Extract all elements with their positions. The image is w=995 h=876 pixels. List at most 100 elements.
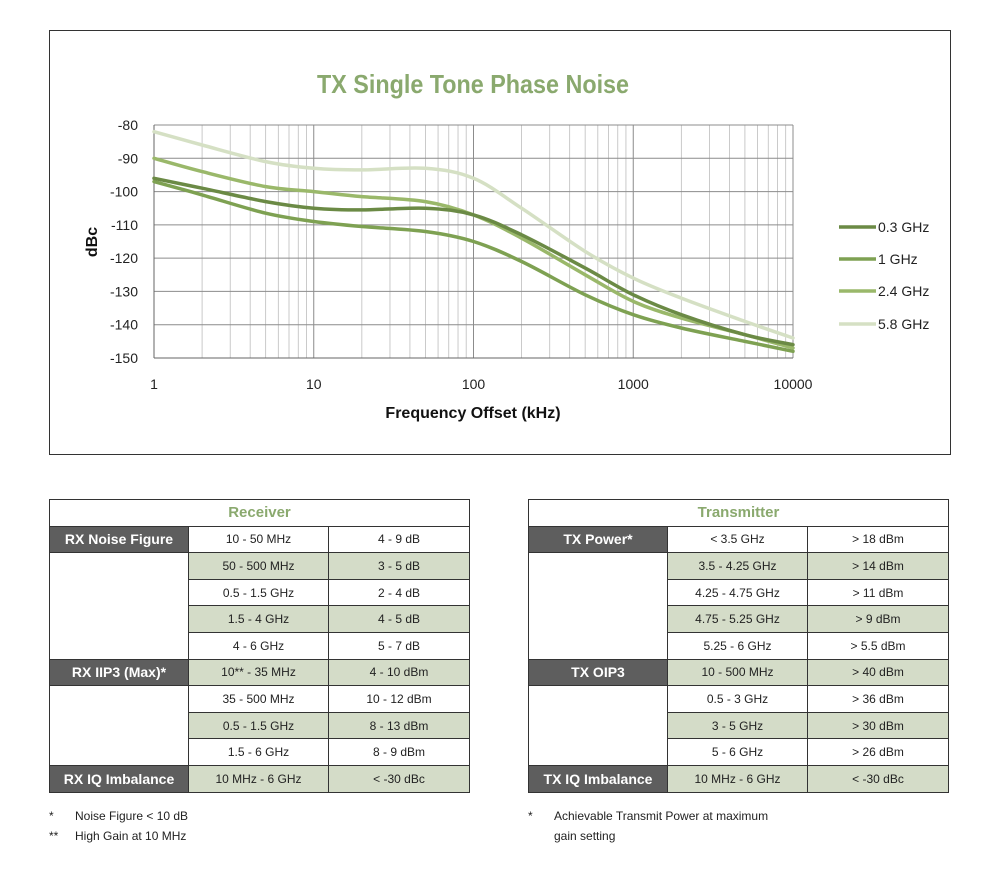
value-cell: 8 - 9 dBm — [328, 738, 470, 766]
value-cell: > 11 dBm — [806, 578, 950, 607]
value-cell: > 18 dBm — [806, 525, 950, 554]
table-row: TX OIP3 10 - 500 MHz > 40 dBm — [528, 658, 950, 687]
value-cell: > 40 dBm — [806, 658, 950, 687]
range-cell: 0.5 - 1.5 GHz — [188, 578, 329, 607]
value-cell: < -30 dBc — [328, 764, 470, 793]
row-group-label: RX IQ Imbalance — [49, 764, 189, 793]
range-cell: 10** - 35 MHz — [188, 658, 329, 687]
range-cell: 0.5 - 1.5 GHz — [188, 711, 329, 740]
value-cell: 4 - 10 dBm — [328, 658, 470, 687]
range-cell: 10 - 50 MHz — [188, 525, 329, 554]
phase-noise-chart: -80 -90 -100 -110 -120 -130 -140 -150 1 10 100 1000… — [84, 69, 929, 422]
x-tick-label: 1000 — [618, 376, 649, 392]
row-group-label: TX IQ Imbalance — [528, 764, 668, 793]
x-tick-label: 10 — [306, 376, 322, 392]
y-tick-label: -80 — [118, 117, 138, 133]
range-cell: 1.5 - 6 GHz — [188, 738, 329, 766]
value-cell: 3 - 5 dB — [328, 552, 470, 580]
legend-label: 2.4 GHz — [878, 283, 929, 299]
y-tick-label: -150 — [110, 350, 138, 366]
value-cell: > 36 dBm — [806, 685, 950, 713]
table-row: 3 - 5 GHz > 30 dBm — [529, 711, 950, 740]
receiver-footnotes: * Noise Figure < 10 dB ** High Gain at 10 … — [49, 806, 469, 846]
x-tick-label: 100 — [462, 376, 486, 392]
footnote: * Achievable Transmit Power at maximum g… — [528, 809, 769, 843]
value-cell: > 26 dBm — [806, 738, 950, 766]
table-row: 5.25 - 6 GHz > 5.5 dBm — [529, 631, 950, 660]
row-group-spacer — [49, 685, 189, 766]
series-line-5-8-ghz — [152, 129, 795, 340]
value-cell: 8 - 13 dBm — [328, 711, 470, 740]
legend-label: 1 GHz — [878, 251, 918, 267]
range-cell: 3.5 - 4.25 GHz — [667, 552, 808, 580]
table-row: 1.5 - 4 GHz 4 - 5 dB — [50, 605, 470, 633]
chart-title: TX Single Tone Phase Noise — [317, 69, 629, 99]
x-tick-label: 10000 — [774, 376, 813, 392]
range-cell: 3 - 5 GHz — [667, 711, 808, 740]
x-tick-label: 1 — [150, 376, 158, 392]
table-row: 35 - 500 MHz 10 - 12 dBm — [49, 685, 470, 766]
range-cell: 5 - 6 GHz — [667, 738, 808, 766]
row-group-label: RX Noise Figure — [49, 525, 189, 554]
chart-panel: -80 -90 -100 -110 -120 -130 -140 -150 1 10 100 1000… — [49, 30, 951, 455]
value-cell: 4 - 5 dB — [328, 605, 470, 633]
value-cell: > 5.5 dBm — [806, 631, 950, 660]
row-group-spacer — [528, 685, 668, 766]
transmitter-table: Transmitter TX Power* < 3.5 GHz > 18 dBm 3.5… — [527, 499, 950, 793]
table-row: 3.5 - 4.25 GHz > 14 dBm — [528, 552, 950, 660]
y-tick-label: -90 — [118, 150, 138, 166]
range-cell: 10 - 500 MHz — [667, 658, 808, 687]
series-line-0-3-ghz — [152, 176, 795, 347]
table-title: Transmitter — [527, 499, 950, 527]
y-tick-label: -120 — [110, 250, 138, 266]
footnote: ** High Gain at 10 MHz — [49, 829, 187, 843]
transmitter-footnotes: * Achievable Transmit Power at maximum g… — [528, 806, 798, 846]
value-cell: < -30 dBc — [806, 764, 950, 793]
range-cell: 10 MHz - 6 GHz — [188, 764, 329, 793]
value-cell: 4 - 9 dB — [328, 525, 470, 554]
range-cell: 5.25 - 6 GHz — [667, 631, 808, 660]
value-cell: > 9 dBm — [806, 605, 950, 633]
table-row: 50 - 500 MHz 3 - 5 dB — [49, 552, 470, 660]
row-group-label: TX OIP3 — [528, 658, 668, 687]
table-row: 0.5 - 1.5 GHz 8 - 13 dBm — [50, 711, 470, 740]
footnote: * Noise Figure < 10 dB — [49, 809, 189, 823]
range-cell: 1.5 - 4 GHz — [188, 605, 329, 633]
value-cell: > 30 dBm — [806, 711, 950, 740]
series-line-1-ghz — [152, 179, 795, 354]
range-cell: 10 MHz - 6 GHz — [667, 764, 808, 793]
row-group-label: RX IIP3 (Max)* — [49, 658, 189, 687]
legend-label: 0.3 GHz — [878, 219, 929, 235]
y-axis-label: dBc — [84, 227, 101, 257]
range-cell: 4 - 6 GHz — [188, 631, 329, 660]
range-cell: 4.75 - 5.25 GHz — [667, 605, 808, 633]
value-cell: 10 - 12 dBm — [328, 685, 470, 713]
y-tick-label: -140 — [110, 317, 138, 333]
table-row: 0.5 - 3 GHz > 36 dBm — [528, 685, 950, 766]
table-title: Receiver — [49, 499, 470, 527]
y-tick-label: -110 — [111, 217, 138, 233]
row-group-spacer — [528, 552, 668, 660]
table-row: RX IIP3 (Max)* 10** - 35 MHz 4 - 10 dBm — [49, 658, 470, 687]
table-row: 5 - 6 GHz > 26 dBm — [529, 738, 950, 766]
y-tick-label: -130 — [110, 283, 138, 299]
x-axis-label: Frequency Offset (kHz) — [385, 405, 560, 422]
table-row: 4.75 - 5.25 GHz > 9 dBm — [529, 605, 950, 633]
table-row: 1.5 - 6 GHz 8 - 9 dBm — [50, 738, 470, 766]
table-row: RX IQ Imbalance 10 MHz - 6 GHz < -30 dBc — [49, 764, 470, 793]
range-cell: 50 - 500 MHz — [188, 552, 329, 580]
table-row: 0.5 - 1.5 GHz 2 - 4 dB — [50, 578, 470, 607]
table-row: RX Noise Figure 10 - 50 MHz 4 - 9 dB — [49, 525, 470, 554]
table-row: TX Power* < 3.5 GHz > 18 dBm — [528, 525, 950, 554]
row-group-spacer — [49, 552, 189, 660]
receiver-table: Receiver RX Noise Figure 10 - 50 MHz 4 - 9 … — [49, 499, 470, 793]
range-cell: 35 - 500 MHz — [188, 685, 329, 713]
range-cell: 4.25 - 4.75 GHz — [667, 578, 808, 607]
range-cell: < 3.5 GHz — [667, 525, 808, 554]
value-cell: 2 - 4 dB — [328, 578, 470, 607]
y-tick-label: -100 — [110, 184, 138, 200]
value-cell: > 14 dBm — [806, 552, 950, 580]
row-group-label: TX Power* — [528, 525, 668, 554]
value-cell: 5 - 7 dB — [328, 631, 470, 660]
legend-label: 5.8 GHz — [878, 316, 929, 332]
